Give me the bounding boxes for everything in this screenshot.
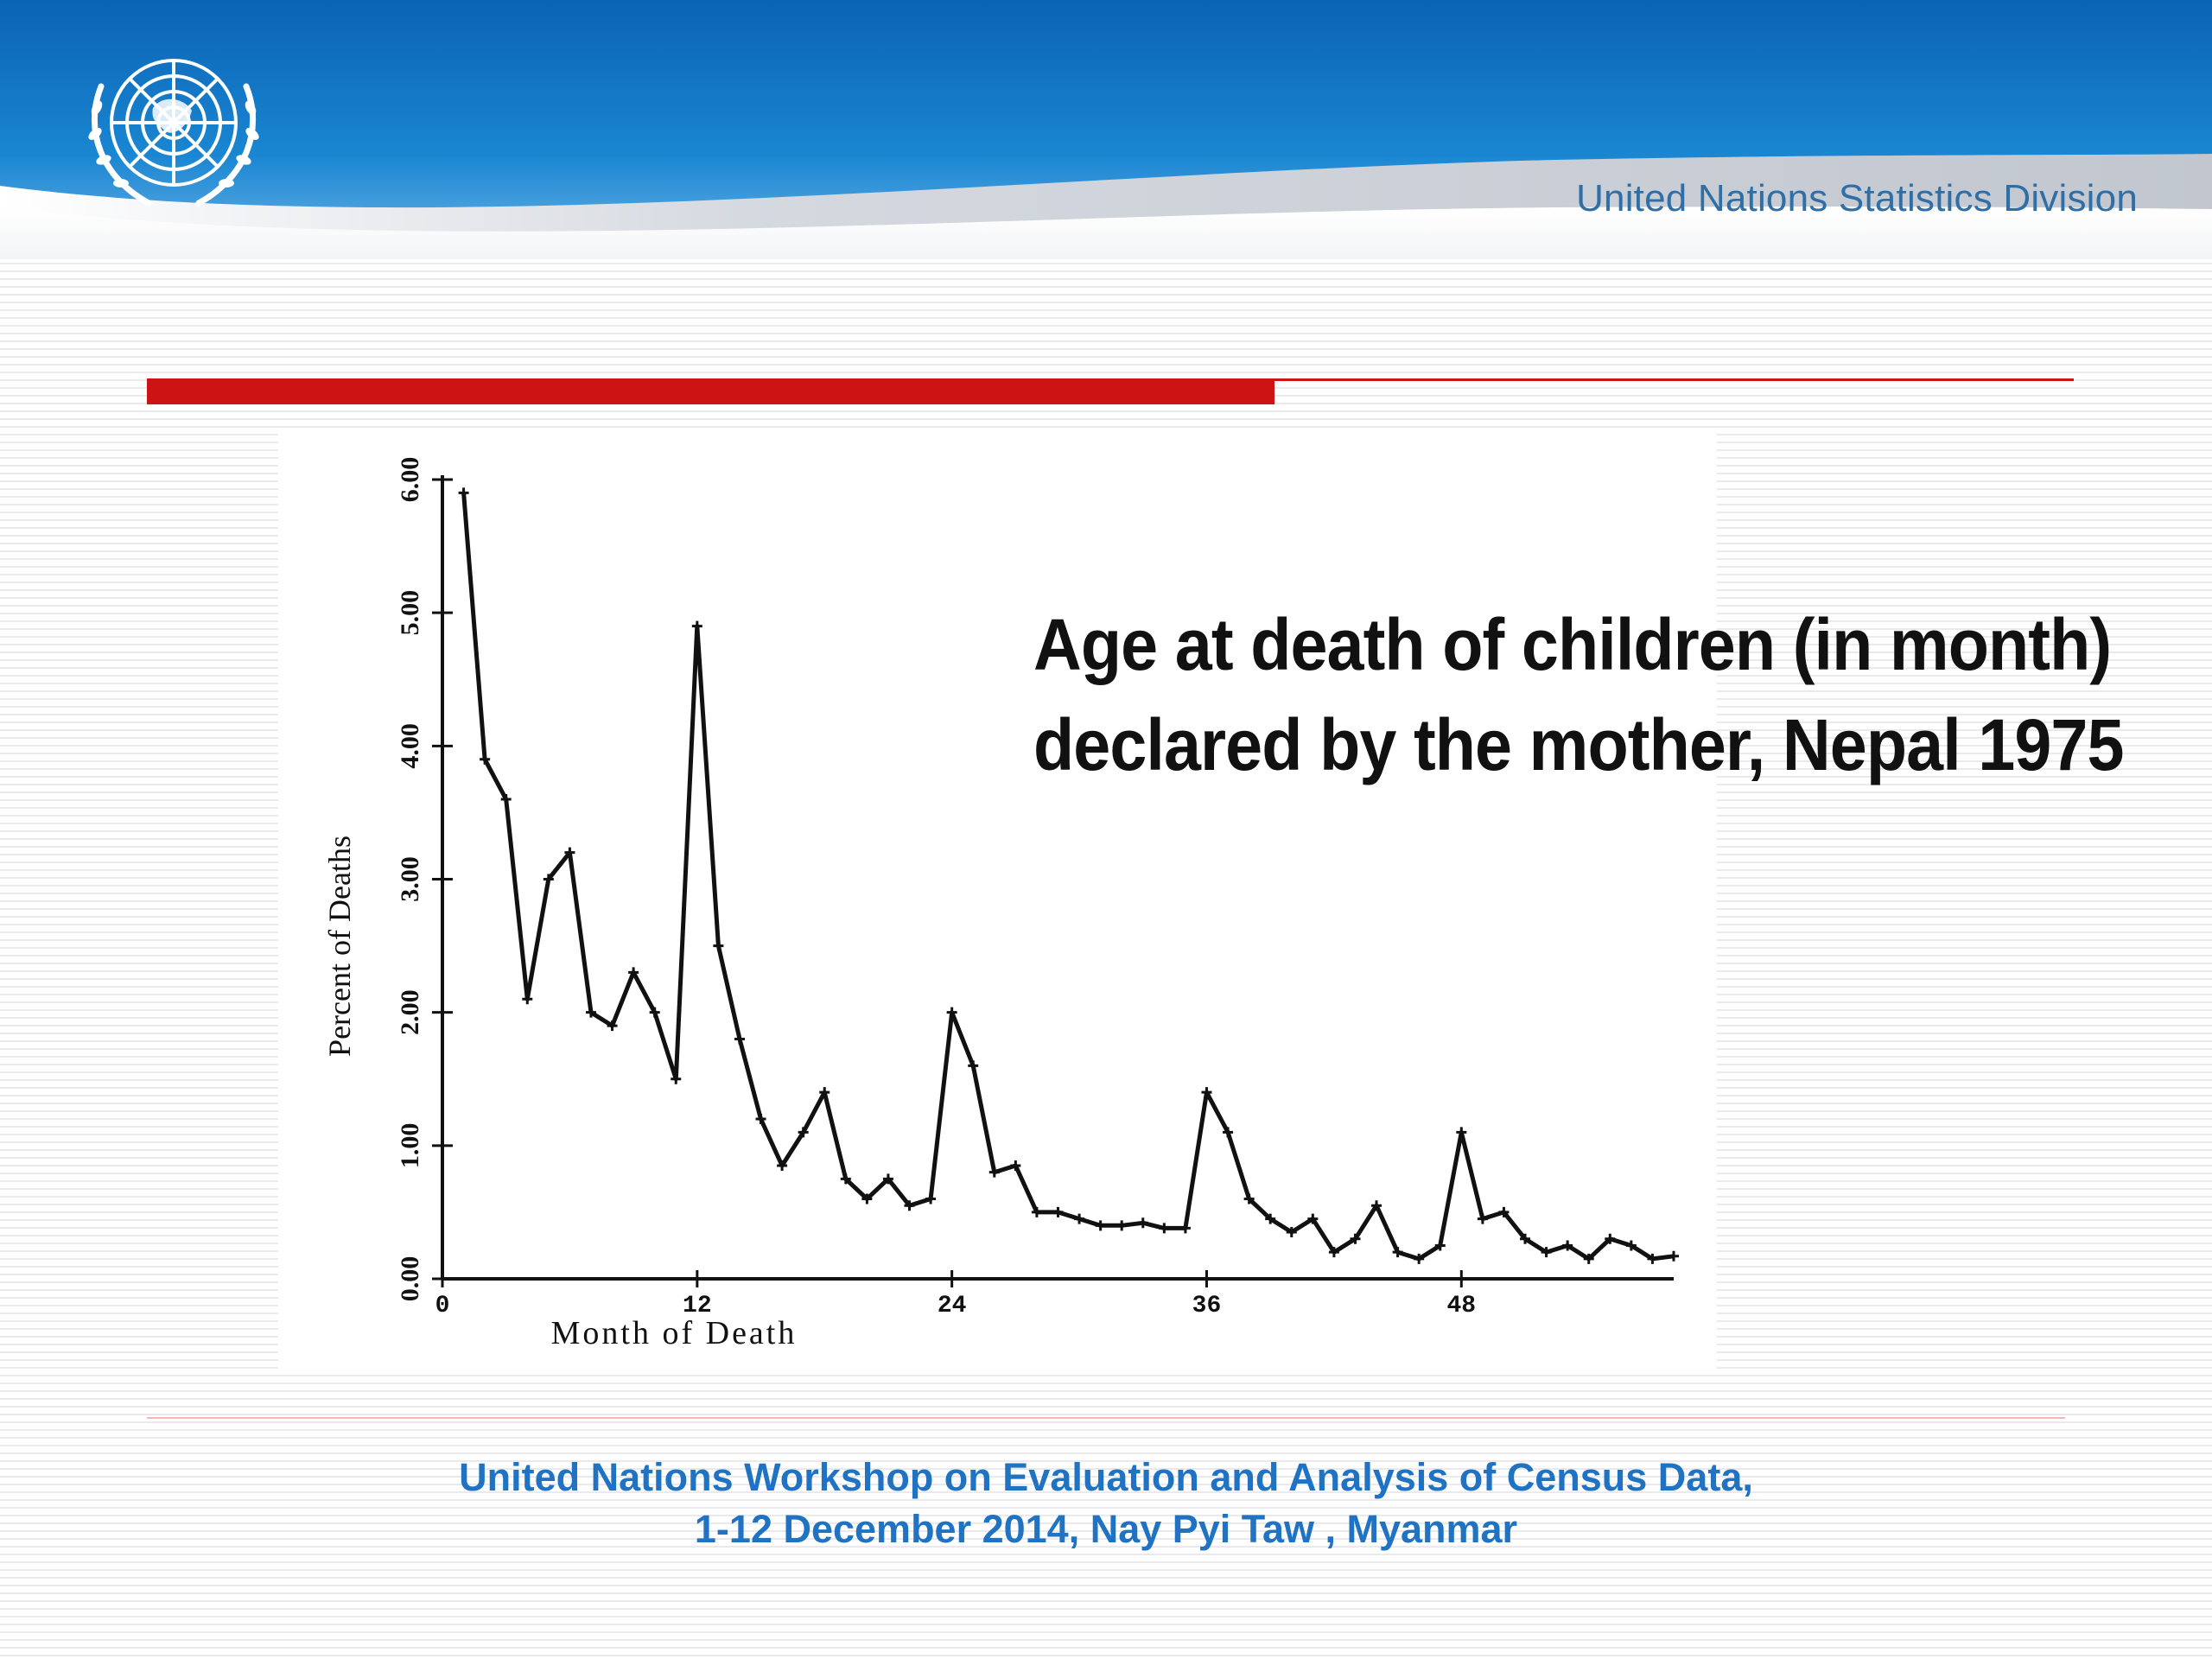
data-point bbox=[1434, 1240, 1446, 1251]
data-point bbox=[1095, 1220, 1106, 1231]
data-point bbox=[649, 1007, 660, 1018]
data-point bbox=[564, 847, 575, 858]
data-point bbox=[1669, 1250, 1679, 1262]
x-tick-label: 12 bbox=[683, 1293, 712, 1319]
slide-title: Age at death of children (in month) decl… bbox=[1033, 594, 2124, 795]
y-tick-label: 0.00 bbox=[396, 1256, 424, 1302]
slide-title-line-2: declared by the mother, Nepal 1975 bbox=[1033, 704, 2124, 785]
footer: United Nations Workshop on Evaluation an… bbox=[0, 1452, 2212, 1555]
data-point bbox=[925, 1193, 937, 1205]
data-point bbox=[1243, 1193, 1255, 1205]
data-point bbox=[1328, 1247, 1339, 1258]
organization-name: United Nations Statistics Division bbox=[1576, 177, 2138, 219]
data-point bbox=[522, 994, 533, 1005]
data-point bbox=[904, 1200, 915, 1211]
data-point bbox=[628, 967, 639, 978]
data-point bbox=[500, 794, 512, 804]
data-point bbox=[1052, 1206, 1064, 1217]
accent-line bbox=[1274, 378, 2074, 381]
data-point bbox=[1031, 1206, 1042, 1217]
y-axis-label: Percent of Deaths bbox=[322, 836, 357, 1057]
data-point bbox=[585, 1007, 596, 1018]
data-point bbox=[840, 1173, 851, 1185]
data-point bbox=[1498, 1206, 1510, 1217]
data-point bbox=[480, 753, 491, 765]
data-point bbox=[1074, 1213, 1085, 1224]
data-point bbox=[1562, 1240, 1573, 1251]
data-point bbox=[819, 1087, 830, 1098]
y-tick-label: 5.00 bbox=[396, 590, 424, 636]
data-point bbox=[1414, 1253, 1425, 1264]
x-tick-label: 36 bbox=[1192, 1293, 1222, 1319]
data-point bbox=[1179, 1223, 1191, 1234]
data-point bbox=[1605, 1233, 1616, 1244]
header-banner: United Nations Statistics Division bbox=[0, 0, 2212, 259]
data-point bbox=[1137, 1217, 1148, 1229]
banner-background bbox=[0, 0, 2212, 259]
data-point bbox=[968, 1060, 979, 1071]
x-axis-label: Month of Death bbox=[551, 1315, 798, 1351]
data-point bbox=[1477, 1213, 1488, 1224]
y-tick-label: 3.00 bbox=[396, 856, 424, 902]
chart-ticks: 0.00 1.00 2.00 3.00 4.00 5.00 6.00 0 12 24 36 48 bbox=[396, 457, 1476, 1319]
data-point bbox=[1307, 1213, 1319, 1224]
data-point bbox=[671, 1073, 682, 1084]
data-point bbox=[1583, 1253, 1594, 1264]
data-point bbox=[1371, 1200, 1382, 1211]
data-point bbox=[1392, 1247, 1403, 1258]
data-point bbox=[1456, 1127, 1467, 1138]
series-line bbox=[461, 493, 1675, 1262]
y-tick-label: 4.00 bbox=[396, 723, 424, 769]
data-point bbox=[1286, 1227, 1297, 1238]
data-point bbox=[1520, 1233, 1531, 1244]
data-point bbox=[988, 1166, 1000, 1178]
un-emblem-icon bbox=[88, 59, 259, 207]
footer-divider bbox=[147, 1417, 2065, 1419]
slide-title-line-1: Age at death of children (in month) bbox=[1033, 604, 2112, 685]
data-point bbox=[1223, 1127, 1234, 1138]
chart-series bbox=[458, 487, 1679, 1264]
data-point bbox=[1647, 1253, 1658, 1264]
data-point bbox=[1159, 1223, 1170, 1234]
data-point bbox=[755, 1114, 766, 1124]
data-point bbox=[798, 1127, 809, 1138]
data-point bbox=[777, 1160, 788, 1171]
data-point bbox=[607, 1020, 618, 1032]
x-tick-label: 24 bbox=[938, 1293, 967, 1319]
y-tick-label: 2.00 bbox=[396, 989, 424, 1035]
data-point bbox=[458, 487, 469, 499]
data-point bbox=[1625, 1240, 1637, 1251]
y-tick-label: 1.00 bbox=[396, 1123, 424, 1169]
data-point bbox=[691, 620, 702, 632]
data-point bbox=[543, 874, 554, 885]
data-point bbox=[713, 940, 724, 951]
x-tick-label: 48 bbox=[1447, 1293, 1477, 1319]
data-point bbox=[734, 1033, 745, 1045]
x-tick-label: 0 bbox=[435, 1293, 450, 1319]
y-tick-label: 6.00 bbox=[396, 457, 424, 503]
data-point bbox=[1010, 1160, 1021, 1171]
accent-bar bbox=[147, 378, 1274, 404]
footer-line-1: United Nations Workshop on Evaluation an… bbox=[459, 1455, 1753, 1499]
footer-line-2: 1-12 December 2014, Nay Pyi Taw , Myanma… bbox=[694, 1507, 1518, 1551]
data-point bbox=[1265, 1213, 1276, 1224]
data-point bbox=[946, 1007, 957, 1018]
data-point bbox=[1116, 1220, 1128, 1231]
data-point bbox=[1201, 1087, 1212, 1098]
line-chart: 0.00 1.00 2.00 3.00 4.00 5.00 6.00 0 12 24 36 48 Pe… bbox=[322, 457, 1679, 1351]
data-point bbox=[882, 1173, 893, 1185]
data-point bbox=[1350, 1233, 1361, 1244]
data-point bbox=[1541, 1247, 1552, 1258]
data-point bbox=[861, 1193, 873, 1205]
